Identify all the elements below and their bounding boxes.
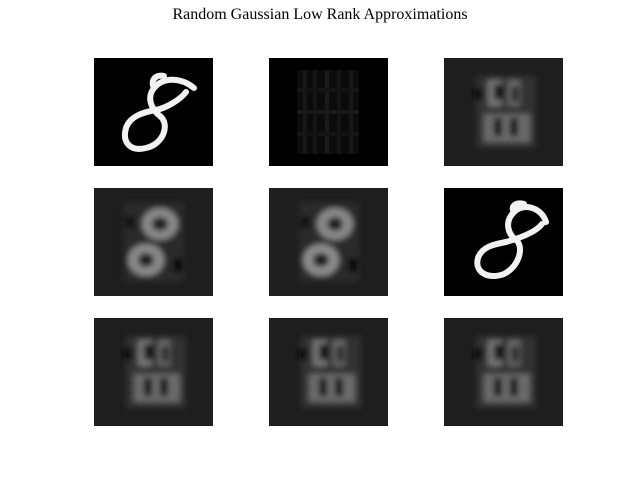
faint-grid-image xyxy=(269,58,388,166)
blurry-digit-8-image xyxy=(269,188,388,296)
panel-r3c3-blurry xyxy=(444,318,563,426)
panel-r1c2-grid-pattern xyxy=(269,58,388,166)
blurry-approx-image xyxy=(94,318,213,426)
digit-8-image xyxy=(444,188,563,296)
blurry-approx-image xyxy=(444,318,563,426)
figure-title: Random Gaussian Low Rank Approximations xyxy=(172,6,468,23)
panel-r1c1-digit-8-clear xyxy=(94,58,213,166)
panel-r2c3-digit-8-clear xyxy=(444,188,563,296)
digit-8-image xyxy=(94,58,213,166)
panel-r2c2-blurry-8 xyxy=(269,188,388,296)
blurry-digit-8-image xyxy=(94,188,213,296)
panel-r3c2-blurry xyxy=(269,318,388,426)
blurry-approx-image xyxy=(269,318,388,426)
blurry-approx-image xyxy=(444,58,563,166)
panel-r2c1-blurry-8 xyxy=(94,188,213,296)
panel-r3c1-blurry xyxy=(94,318,213,426)
panel-r1c3-blurry xyxy=(444,58,563,166)
